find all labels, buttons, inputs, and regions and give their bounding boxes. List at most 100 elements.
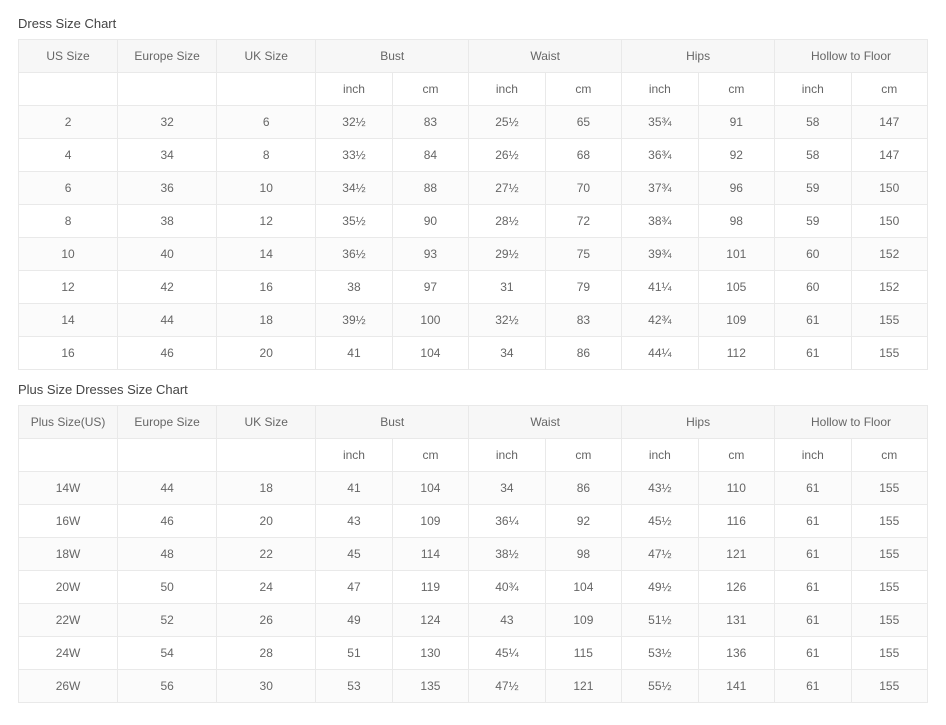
table-cell: 40¾ xyxy=(469,571,545,604)
table-cell: 119 xyxy=(392,571,468,604)
table-cell: 26 xyxy=(217,604,316,637)
table-cell: 26½ xyxy=(469,139,545,172)
table-cell: 6 xyxy=(217,106,316,139)
table-cell: 152 xyxy=(851,238,927,271)
col-uk-size: UK Size xyxy=(217,40,316,73)
table-cell: 44¼ xyxy=(622,337,698,370)
table-cell: 45¼ xyxy=(469,637,545,670)
table-cell: 34½ xyxy=(316,172,392,205)
table-cell: 136 xyxy=(698,637,774,670)
table-cell: 100 xyxy=(392,304,468,337)
table-cell: 37¾ xyxy=(622,172,698,205)
table-cell: 65 xyxy=(545,106,621,139)
table-cell: 27½ xyxy=(469,172,545,205)
table-cell: 60 xyxy=(775,271,851,304)
table-cell: 20 xyxy=(217,505,316,538)
table-cell: 105 xyxy=(698,271,774,304)
table-cell: 98 xyxy=(698,205,774,238)
unit-cm: cm xyxy=(698,73,774,106)
table-cell: 51½ xyxy=(622,604,698,637)
table-row: 14441839½10032½8342¾10961155 xyxy=(19,304,928,337)
table-cell: 109 xyxy=(392,505,468,538)
blank-cell xyxy=(19,73,118,106)
table-cell: 20 xyxy=(217,337,316,370)
table-cell: 32½ xyxy=(316,106,392,139)
table-row: 434833½8426½6836¾9258147 xyxy=(19,139,928,172)
table-cell: 68 xyxy=(545,139,621,172)
table-cell: 60 xyxy=(775,238,851,271)
table-row: 22W5226491244310951½13161155 xyxy=(19,604,928,637)
table-cell: 47½ xyxy=(469,670,545,703)
table-cell: 18W xyxy=(19,538,118,571)
table-cell: 155 xyxy=(851,505,927,538)
table-cell: 104 xyxy=(392,337,468,370)
table-cell: 16 xyxy=(19,337,118,370)
table-cell: 34 xyxy=(469,337,545,370)
col-waist: Waist xyxy=(469,406,622,439)
table-cell: 55½ xyxy=(622,670,698,703)
table-cell: 22W xyxy=(19,604,118,637)
blank-cell xyxy=(217,73,316,106)
table-cell: 50 xyxy=(118,571,217,604)
table-cell: 86 xyxy=(545,337,621,370)
col-hollow: Hollow to Floor xyxy=(775,406,928,439)
table-cell: 14 xyxy=(217,238,316,271)
table-cell: 24 xyxy=(217,571,316,604)
table-cell: 147 xyxy=(851,106,927,139)
col-bust: Bust xyxy=(316,40,469,73)
table-cell: 115 xyxy=(545,637,621,670)
table-cell: 104 xyxy=(392,472,468,505)
unit-inch: inch xyxy=(469,439,545,472)
unit-inch: inch xyxy=(622,439,698,472)
table-cell: 43 xyxy=(316,505,392,538)
table-cell: 91 xyxy=(698,106,774,139)
unit-cm: cm xyxy=(545,73,621,106)
unit-cm: cm xyxy=(545,439,621,472)
table-cell: 36 xyxy=(118,172,217,205)
table-cell: 38 xyxy=(118,205,217,238)
chart-title: Plus Size Dresses Size Chart xyxy=(18,382,928,397)
table-cell: 150 xyxy=(851,205,927,238)
table-cell: 61 xyxy=(775,604,851,637)
unit-inch: inch xyxy=(775,73,851,106)
unit-inch: inch xyxy=(316,439,392,472)
table-cell: 28½ xyxy=(469,205,545,238)
table-cell: 61 xyxy=(775,637,851,670)
table-cell: 53 xyxy=(316,670,392,703)
table-cell: 88 xyxy=(392,172,468,205)
table-cell: 72 xyxy=(545,205,621,238)
table-cell: 51 xyxy=(316,637,392,670)
table-cell: 98 xyxy=(545,538,621,571)
table-cell: 155 xyxy=(851,304,927,337)
table-cell: 42 xyxy=(118,271,217,304)
table-cell: 61 xyxy=(775,670,851,703)
table-cell: 53½ xyxy=(622,637,698,670)
table-cell: 104 xyxy=(545,571,621,604)
table-cell: 35¾ xyxy=(622,106,698,139)
table-cell: 33½ xyxy=(316,139,392,172)
table-cell: 35½ xyxy=(316,205,392,238)
table-row: 10401436½9329½7539¾10160152 xyxy=(19,238,928,271)
table-cell: 135 xyxy=(392,670,468,703)
table-cell: 6 xyxy=(19,172,118,205)
table-cell: 155 xyxy=(851,637,927,670)
table-cell: 147 xyxy=(851,139,927,172)
table-cell: 38¾ xyxy=(622,205,698,238)
table-cell: 41 xyxy=(316,472,392,505)
table-cell: 43 xyxy=(469,604,545,637)
table-cell: 79 xyxy=(545,271,621,304)
table-cell: 130 xyxy=(392,637,468,670)
table-cell: 16 xyxy=(217,271,316,304)
col-europe-size: Europe Size xyxy=(118,40,217,73)
unit-inch: inch xyxy=(316,73,392,106)
table-cell: 116 xyxy=(698,505,774,538)
table-cell: 61 xyxy=(775,304,851,337)
table-cell: 59 xyxy=(775,172,851,205)
blank-cell xyxy=(118,439,217,472)
table-cell: 155 xyxy=(851,604,927,637)
table-cell: 34 xyxy=(469,472,545,505)
table-cell: 41 xyxy=(316,337,392,370)
table-cell: 42¾ xyxy=(622,304,698,337)
table-cell: 45 xyxy=(316,538,392,571)
col-us-size: US Size xyxy=(19,40,118,73)
